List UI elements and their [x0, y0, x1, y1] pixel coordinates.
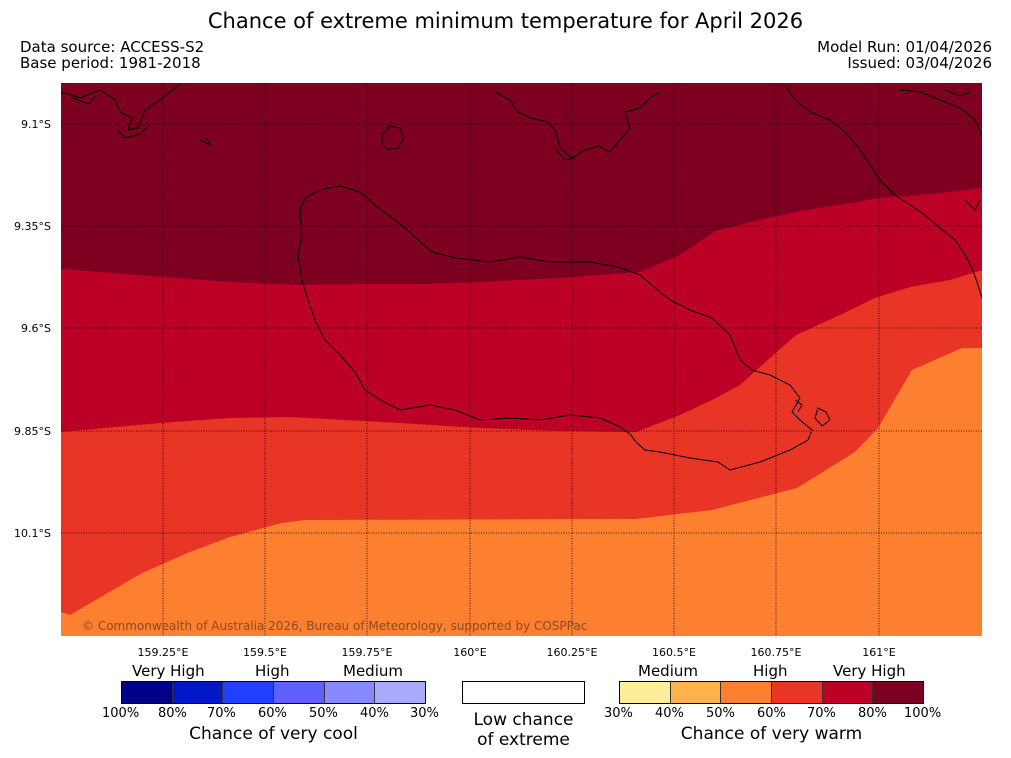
warm-tick-label: 100%: [904, 706, 942, 721]
warm-tick-label: 60%: [757, 706, 786, 721]
warm-tick-label: 30%: [604, 706, 633, 721]
coastline: [61, 83, 982, 471]
lon-label: 160°E: [453, 646, 486, 659]
lat-label: 9.35°S: [14, 220, 51, 233]
data-source-text: Data source: ACCESS-S2: [20, 38, 205, 56]
cool-swatch: [122, 682, 173, 703]
model-run-info: Model Run: 01/04/2026 Issued: 03/04/2026: [817, 39, 992, 71]
warm-color-scale: [619, 681, 924, 704]
lon-label: 159.5°E: [243, 646, 287, 659]
warm-swatch: [620, 682, 671, 703]
warm-swatch: [772, 682, 823, 703]
lat-label: 10.1°S: [14, 527, 51, 540]
cool-tick-label: 30%: [410, 706, 439, 721]
warm-category-label: Medium: [638, 662, 698, 680]
lon-label: 160.5°E: [652, 646, 696, 659]
warm-legend-caption: Chance of very warm: [680, 724, 863, 744]
neutral-legend-caption: Low chance of extreme: [440, 710, 607, 750]
cool-tick-label: 80%: [158, 706, 187, 721]
map-title: Chance of extreme minimum temperature fo…: [207, 9, 804, 33]
model-run-text: Model Run: 01/04/2026: [817, 38, 992, 56]
lon-label: 159.75°E: [342, 646, 393, 659]
cool-swatch: [375, 682, 426, 703]
warm-tick-label: 80%: [858, 706, 887, 721]
warm-tick-label: 40%: [655, 706, 684, 721]
cool-tick-label: 50%: [309, 706, 338, 721]
warm-swatch: [873, 682, 924, 703]
lon-label: 161°E: [862, 646, 895, 659]
graticule: [61, 83, 982, 636]
cool-legend-caption: Chance of very cool: [189, 724, 358, 744]
cool-swatch: [223, 682, 275, 703]
cool-swatch: [274, 682, 325, 703]
warm-tick-label: 70%: [807, 706, 836, 721]
warm-tick-label: 50%: [706, 706, 735, 721]
copyright-notice: © Commonwealth of Australia 2026, Bureau…: [82, 619, 587, 633]
issued-text: Issued: 03/04/2026: [847, 54, 992, 72]
cool-category-label: Medium: [343, 662, 403, 680]
warm-swatch: [822, 682, 874, 703]
lat-label: 9.1°S: [21, 118, 51, 131]
neutral-caption-line: Low chance: [473, 710, 574, 730]
cool-tick-label: 40%: [360, 706, 389, 721]
cool-swatch: [324, 682, 376, 703]
cool-tick-label: 100%: [102, 706, 140, 721]
cool-tick-label: 60%: [258, 706, 287, 721]
lon-label: 159.25°E: [138, 646, 189, 659]
warm-category-label: Very High: [833, 662, 906, 680]
neutral-color-swatch: [462, 681, 585, 704]
data-source-info: Data source: ACCESS-S2 Base period: 1981…: [20, 39, 204, 71]
cool-category-label: Very High: [132, 662, 205, 680]
warm-swatch: [721, 682, 773, 703]
cool-swatch: [172, 682, 224, 703]
neutral-caption-line: of extreme: [477, 730, 570, 750]
lon-label: 160.75°E: [751, 646, 802, 659]
lat-label: 9.85°S: [14, 425, 51, 438]
warm-swatch: [670, 682, 722, 703]
forecast-map: © Commonwealth of Australia 2026, Bureau…: [14, 83, 982, 659]
warm-category-label: High: [753, 662, 788, 680]
lat-label: 9.6°S: [21, 322, 51, 335]
cool-color-scale: [121, 681, 426, 704]
lon-label: 160.25°E: [547, 646, 598, 659]
cool-tick-label: 70%: [207, 706, 236, 721]
cool-category-label: High: [255, 662, 290, 680]
base-period-text: Base period: 1981-2018: [20, 54, 201, 72]
zone-very-high-warm: [61, 83, 982, 285]
